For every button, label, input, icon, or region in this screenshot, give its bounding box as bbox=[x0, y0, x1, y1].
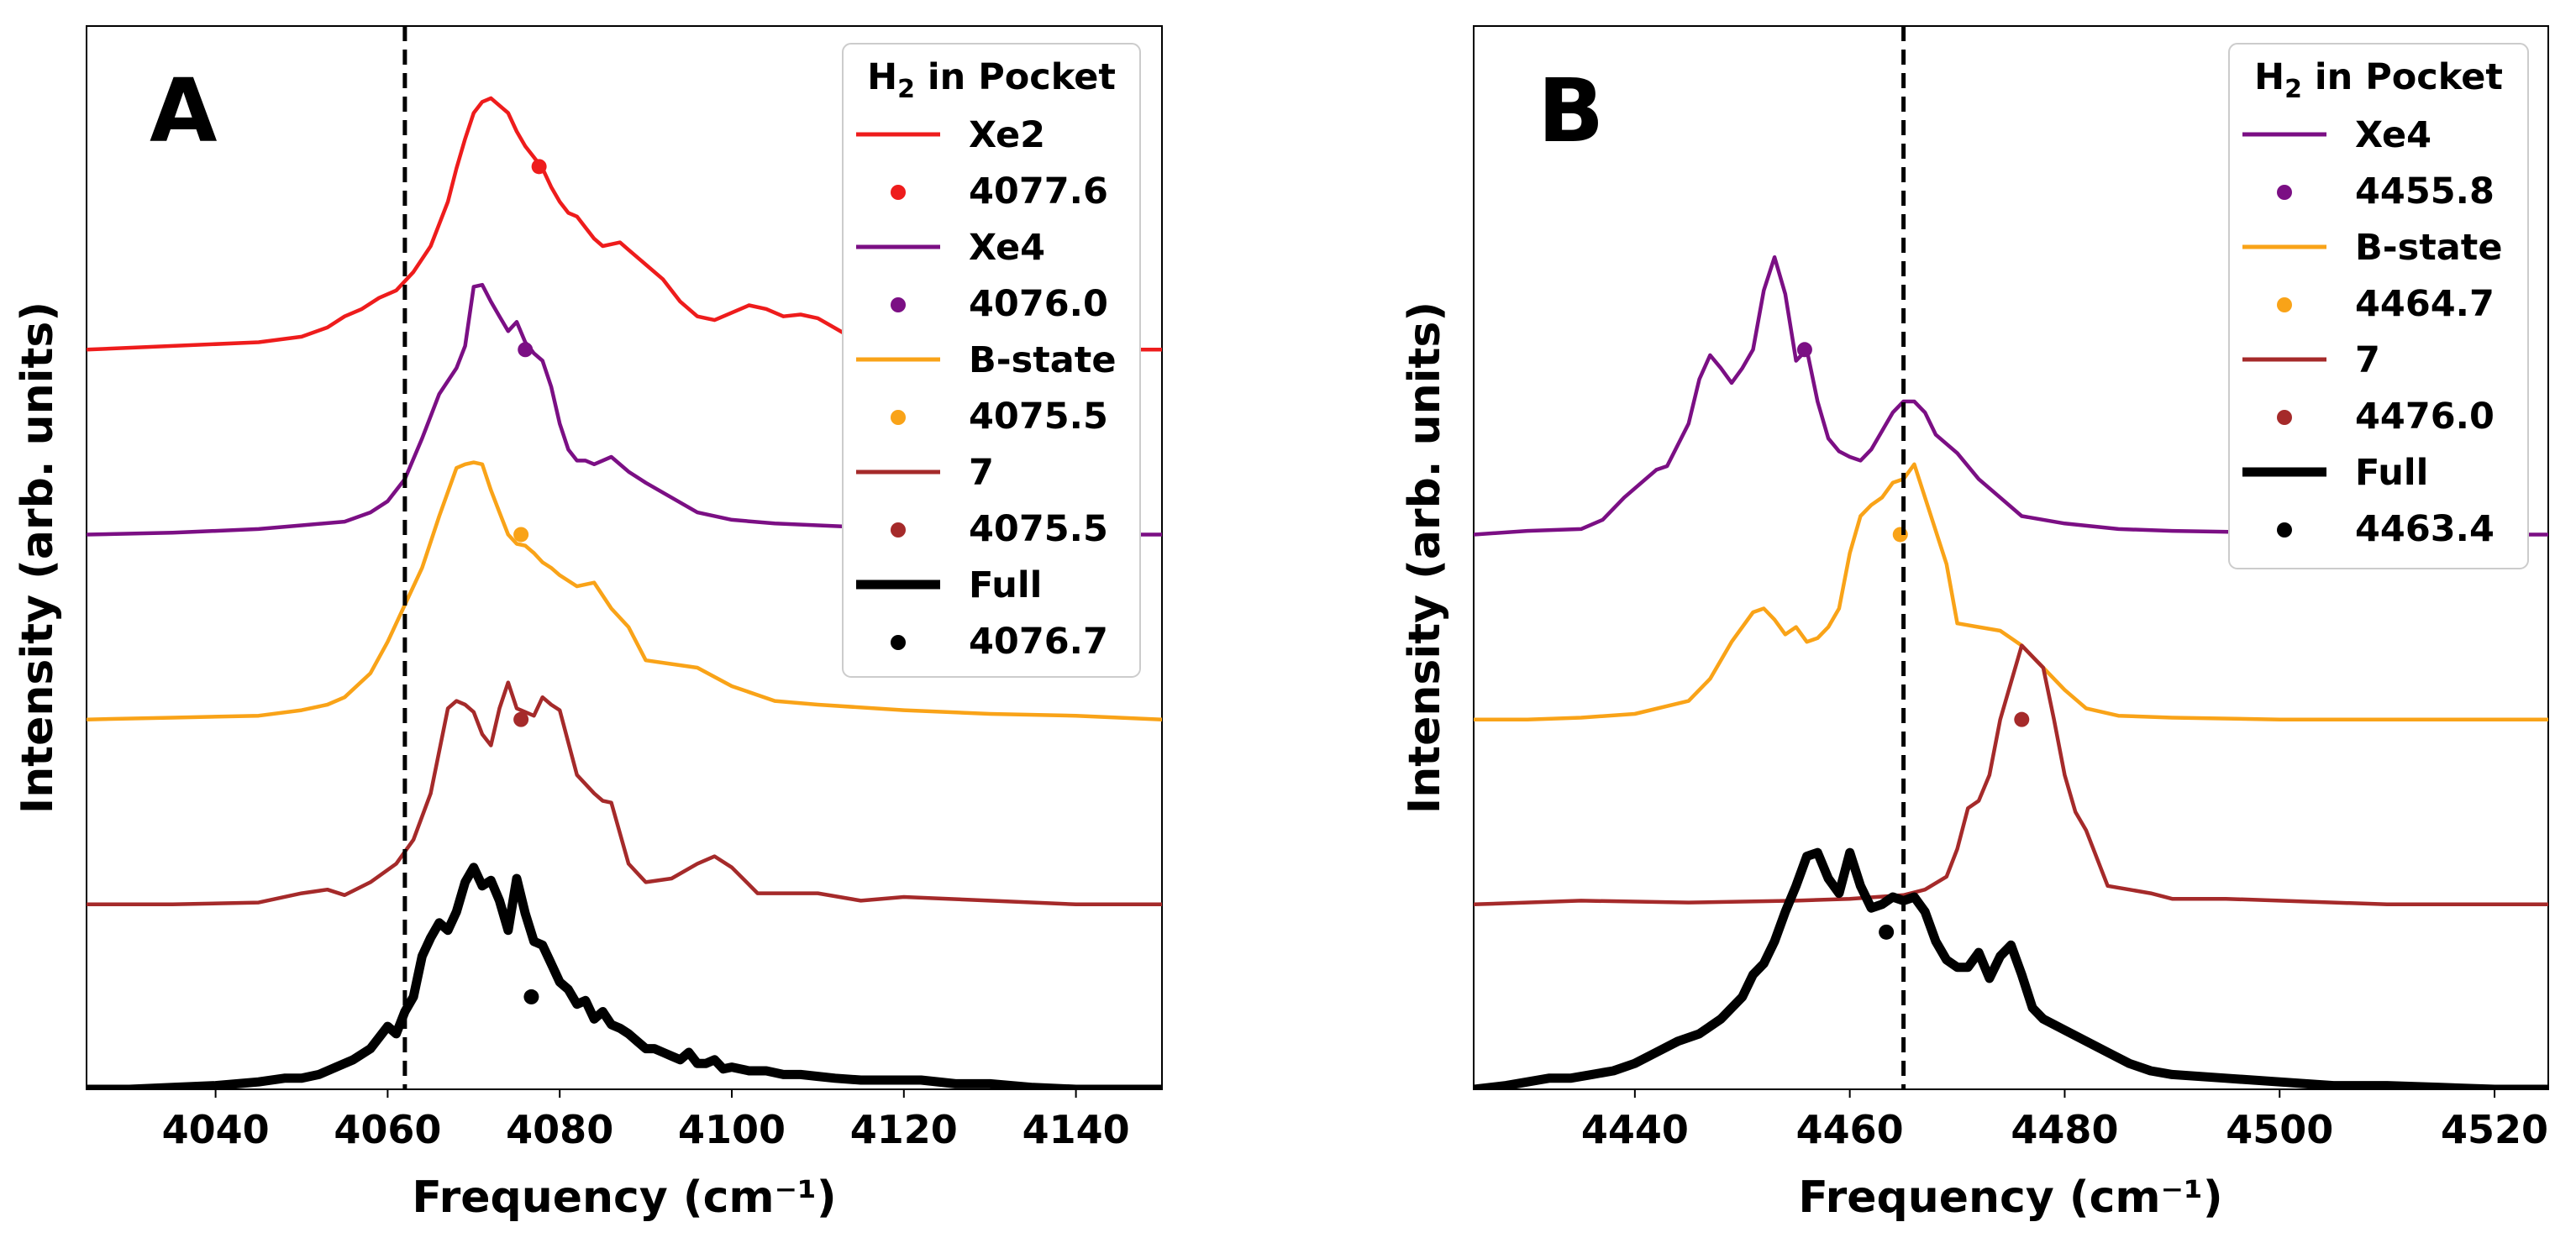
legend-peak-value: 4075.5 bbox=[969, 396, 1108, 438]
legend-marker-swatch bbox=[2277, 297, 2292, 312]
legend-peak-value: 4075.5 bbox=[969, 508, 1108, 550]
x-tick-label: 4080 bbox=[506, 1107, 613, 1152]
peak-marker-7 bbox=[2014, 711, 2030, 727]
x-axis-label: Frequency (cm⁻¹) bbox=[1798, 1172, 2222, 1223]
series-line-full bbox=[1474, 847, 2548, 1089]
x-tick-label: 4140 bbox=[1023, 1107, 1130, 1152]
panel-label: B bbox=[1538, 60, 1604, 162]
legend-peak-value: 4455.8 bbox=[2355, 170, 2495, 212]
legend-marker-swatch bbox=[2277, 522, 2292, 538]
legend-peak-value: 4476.0 bbox=[2355, 396, 2495, 438]
series-line-xe2 bbox=[87, 96, 1162, 352]
plot-area-frame bbox=[1473, 25, 2549, 1090]
series-line-xe4 bbox=[87, 282, 1162, 537]
x-tick-label: 4480 bbox=[2011, 1107, 2118, 1152]
peak-marker-xe2 bbox=[531, 159, 547, 175]
legend: H2 in Pocket Xe4 4455.8 B-state 4464.7 7 4476… bbox=[2228, 43, 2529, 569]
panel-label: A bbox=[150, 60, 218, 162]
peak-marker-b-state bbox=[513, 527, 529, 543]
series-line-b-state bbox=[1474, 462, 2548, 721]
peak-marker-full bbox=[523, 989, 539, 1004]
series-line-7 bbox=[1474, 643, 2548, 907]
legend-title: H2 in Pocket bbox=[867, 56, 1116, 104]
x-axis-label: Frequency (cm⁻¹) bbox=[412, 1172, 836, 1223]
x-tick-label: 4060 bbox=[334, 1107, 441, 1152]
legend-peak-value: 4464.7 bbox=[2355, 283, 2495, 325]
series-line-7 bbox=[87, 680, 1162, 907]
legend-series-name: Full bbox=[2355, 452, 2428, 494]
legend-marker-swatch bbox=[891, 522, 906, 538]
panel-a: 4040 4060 4080 4100 4120 4140 A Frequency (cm… bbox=[13, 25, 1163, 1223]
series-line-b-state bbox=[87, 460, 1162, 721]
panel-b: 4440 4460 4480 4500 4520 B Frequency (cm⁻¹) … bbox=[1400, 25, 2549, 1223]
legend-series-name: 7 bbox=[969, 452, 994, 494]
legend-peak-value: 4076.7 bbox=[969, 621, 1108, 663]
x-tick-label: 4120 bbox=[850, 1107, 958, 1152]
legend-box bbox=[2228, 43, 2529, 569]
legend-box bbox=[842, 43, 1141, 678]
legend-series-name: 7 bbox=[2355, 339, 2380, 381]
legend-series-name: Xe4 bbox=[2355, 114, 2431, 156]
legend-marker-swatch bbox=[891, 185, 906, 200]
peak-marker-7 bbox=[513, 711, 529, 727]
series-line-full bbox=[87, 863, 1162, 1089]
peak-marker-full bbox=[1879, 924, 1895, 940]
legend-marker-swatch bbox=[891, 297, 906, 312]
y-axis-label: Intensity (arb. units) bbox=[13, 302, 63, 814]
legend-series-name: Xe4 bbox=[969, 227, 1045, 269]
x-tick-label: 4460 bbox=[1796, 1107, 1904, 1152]
legend-title: H2 in Pocket bbox=[2254, 56, 2503, 104]
peak-marker-xe4 bbox=[1796, 342, 1812, 358]
x-tick-label: 4440 bbox=[1581, 1107, 1689, 1152]
legend-peak-value: 4077.6 bbox=[969, 170, 1108, 212]
x-tick-label: 4040 bbox=[162, 1107, 270, 1152]
legend-series-name: Full bbox=[969, 564, 1042, 606]
legend-series-name: B-state bbox=[969, 339, 1117, 381]
y-axis-label: Intensity (arb. units) bbox=[1400, 302, 1450, 814]
legend-marker-swatch bbox=[891, 410, 906, 425]
legend-marker-swatch bbox=[2277, 185, 2292, 200]
legend-series-name: B-state bbox=[2355, 227, 2503, 269]
legend-peak-value: 4463.4 bbox=[2355, 508, 2495, 550]
x-tick-label: 4520 bbox=[2441, 1107, 2548, 1152]
series-line-xe4 bbox=[1474, 254, 2548, 537]
plot-area-frame bbox=[86, 25, 1163, 1090]
peak-marker-xe4 bbox=[518, 342, 534, 358]
legend-peak-value: 4076.0 bbox=[969, 283, 1108, 325]
legend-marker-swatch bbox=[2277, 410, 2292, 425]
legend-marker-swatch bbox=[891, 635, 906, 650]
legend-series-name: Xe2 bbox=[969, 114, 1045, 156]
legend: H2 in Pocket Xe2 4077.6 Xe4 4076.0 B-state 40… bbox=[842, 43, 1141, 678]
x-tick-label: 4100 bbox=[678, 1107, 786, 1152]
x-tick-label: 4500 bbox=[2226, 1107, 2333, 1152]
